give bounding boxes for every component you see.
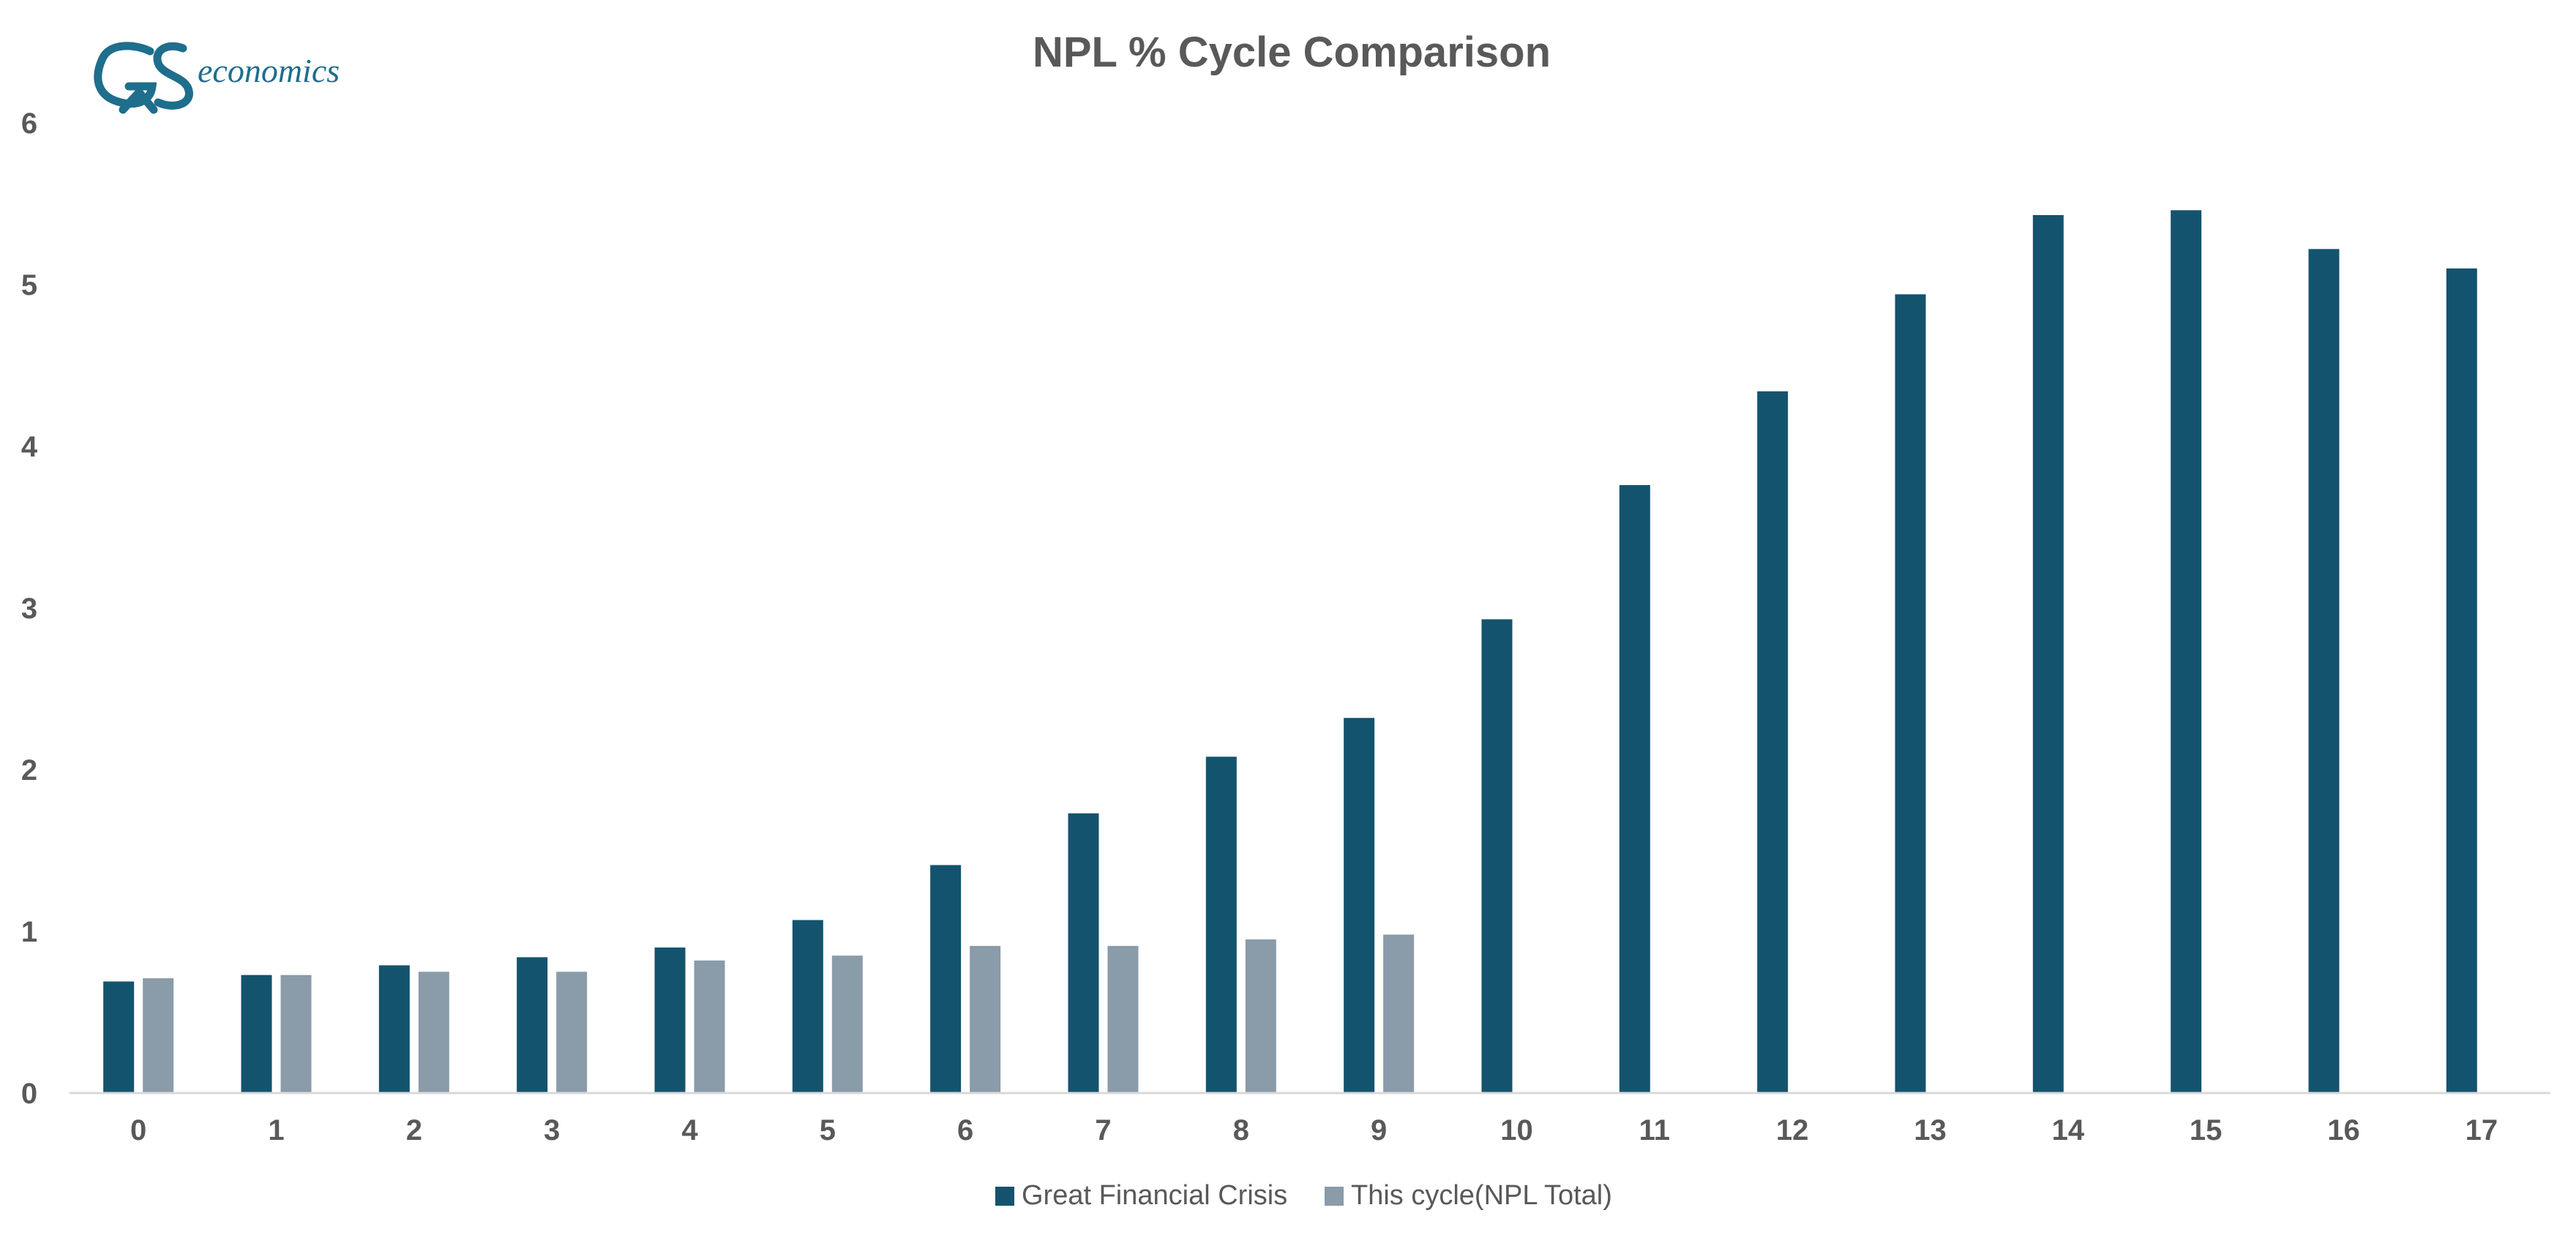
x-tick-label: 17: [2465, 1114, 2498, 1146]
y-tick-label: 2: [21, 754, 37, 786]
bar-this-cycle-7: [1107, 945, 1139, 1093]
bar-gfc-15: [2171, 210, 2202, 1094]
bar-gfc-10: [1481, 619, 1513, 1093]
y-tick-label: 5: [21, 269, 37, 301]
bar-gfc-14: [2032, 214, 2064, 1094]
legend: Great Financial Crisis This cycle(NPL Tot…: [995, 1180, 1612, 1211]
bars: [103, 210, 2477, 1094]
y-tick-label: 1: [21, 916, 37, 948]
x-tick-label: 12: [1776, 1114, 1809, 1146]
legend-item-gfc: Great Financial Crisis: [995, 1180, 1287, 1211]
bar-this-cycle-2: [418, 972, 449, 1093]
bar-this-cycle-6: [970, 945, 1001, 1093]
y-tick-label: 3: [21, 593, 37, 625]
bar-gfc-8: [1205, 756, 1237, 1093]
gs-monogram-icon: [94, 42, 193, 114]
x-tick-label: 1: [268, 1114, 284, 1146]
x-tick-label: 5: [820, 1114, 836, 1146]
x-tick-label: 16: [2327, 1114, 2360, 1146]
bar-gfc-16: [2308, 249, 2340, 1093]
bar-gfc-17: [2446, 268, 2477, 1093]
x-tick-label: 4: [681, 1114, 698, 1146]
legend-label: Great Financial Crisis: [1022, 1180, 1287, 1211]
x-tick-label: 3: [544, 1114, 560, 1146]
bar-gfc-13: [1895, 294, 1926, 1093]
bar-this-cycle-4: [694, 960, 725, 1093]
bar-gfc-5: [792, 920, 823, 1093]
x-tick-label: 14: [2052, 1114, 2085, 1146]
bar-gfc-4: [654, 947, 686, 1093]
bar-gfc-6: [930, 865, 962, 1093]
x-tick-label: 15: [2190, 1114, 2223, 1146]
y-axis-tick-labels: 0 1 2 3 4 5 6: [21, 108, 38, 1110]
bar-gfc-3: [517, 957, 548, 1093]
x-tick-label: 9: [1371, 1114, 1387, 1146]
legend-item-this-cycle: This cycle(NPL Total): [1325, 1180, 1612, 1211]
bar-this-cycle-1: [280, 975, 312, 1093]
bar-gfc-2: [378, 965, 410, 1093]
y-tick-label: 4: [21, 431, 38, 463]
gs-economics-logo: economics: [94, 42, 340, 114]
bar-gfc-11: [1619, 485, 1650, 1093]
bar-gfc-12: [1757, 391, 1789, 1093]
x-tick-label: 2: [406, 1114, 422, 1146]
logo-text: economics: [198, 52, 340, 89]
x-tick-label: 11: [1639, 1114, 1670, 1146]
x-tick-label: 0: [130, 1114, 146, 1146]
bar-this-cycle-5: [831, 955, 863, 1093]
y-tick-label: 6: [21, 108, 37, 140]
legend-swatch: [1325, 1187, 1344, 1206]
bar-gfc-0: [103, 981, 135, 1093]
legend-label: This cycle(NPL Total): [1351, 1180, 1612, 1211]
bar-gfc-1: [241, 975, 272, 1093]
bar-this-cycle-3: [556, 972, 588, 1093]
bar-this-cycle-9: [1383, 934, 1415, 1093]
legend-swatch: [995, 1187, 1014, 1206]
bar-this-cycle-8: [1245, 939, 1276, 1093]
x-axis-tick-labels: 0 1 2 3 4 5 6 7 8 9 10 11 12 13 14 15 16 17: [130, 1114, 2498, 1146]
x-tick-label: 13: [1914, 1114, 1947, 1146]
bar-this-cycle-0: [143, 978, 174, 1093]
x-tick-label: 6: [957, 1114, 973, 1146]
y-tick-label: 0: [21, 1078, 37, 1110]
x-tick-label: 7: [1095, 1114, 1111, 1146]
x-tick-label: 10: [1500, 1114, 1533, 1146]
bar-gfc-9: [1344, 718, 1375, 1093]
bar-gfc-7: [1068, 813, 1099, 1093]
x-tick-label: 8: [1233, 1114, 1249, 1146]
chart-title: NPL % Cycle Comparison: [1033, 29, 1551, 76]
